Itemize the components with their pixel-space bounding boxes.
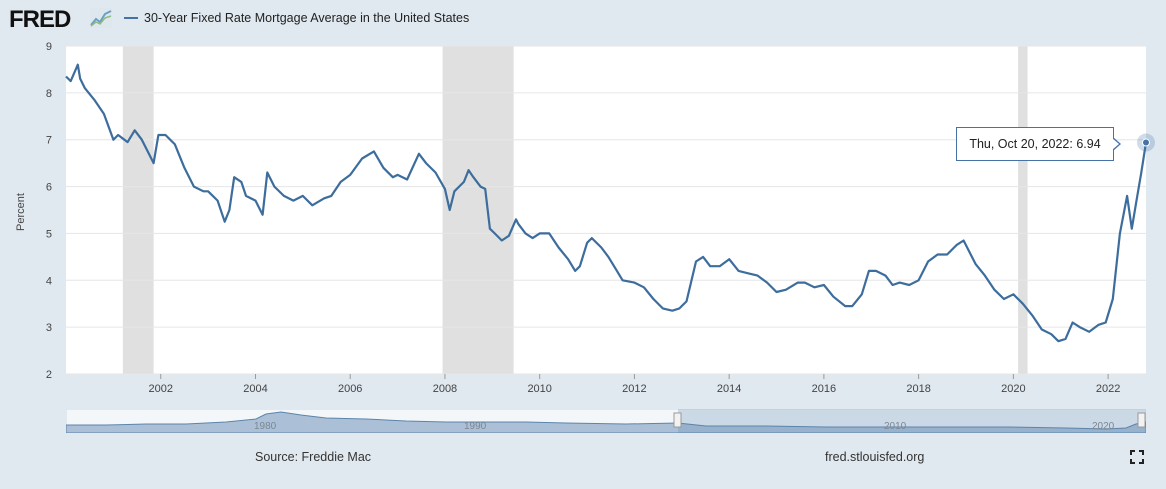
tooltip-arrow-inner [1112, 138, 1119, 150]
y-tick-label-5: 5 [46, 228, 52, 240]
y-tick-label-6: 6 [46, 182, 52, 194]
fred-chart-icon [90, 8, 112, 28]
y-axis-ticks: 2 3 4 5 6 7 8 9 [46, 41, 52, 381]
plot-background [66, 46, 1146, 374]
navigator-label-1990: 1990 [464, 421, 487, 432]
chart-header: FRED 30-Year Fixed Rate Mortgage Average… [0, 0, 1166, 40]
fred-logo[interactable]: FRED [9, 6, 71, 33]
navigator-label-2020: 2020 [1092, 421, 1115, 432]
source-text: Source: Freddie Mac [255, 450, 372, 464]
x-tick-label-2010: 2010 [527, 383, 551, 395]
y-tick-label-9: 9 [46, 41, 52, 53]
legend[interactable]: 30-Year Fixed Rate Mortgage Average in t… [124, 9, 469, 27]
navigator-label-2010: 2010 [884, 421, 907, 432]
recession-band-1 [442, 46, 514, 374]
data-tooltip: Thu, Oct 20, 2022: 6.94 [956, 127, 1114, 161]
navigator-handle-left[interactable] [673, 412, 682, 428]
recession-bands [122, 46, 1028, 374]
x-tick-label-2014: 2014 [717, 383, 741, 395]
fullscreen-icon[interactable] [1130, 450, 1144, 464]
y-tick-label-7: 7 [46, 135, 52, 147]
x-tick-label-2002: 2002 [148, 383, 172, 395]
y-tick-label-2: 2 [46, 369, 52, 381]
fred-url-link[interactable]: fred.stlouisfed.org [825, 450, 925, 464]
x-tick-label-2006: 2006 [338, 383, 362, 395]
navigator-handle-right[interactable] [1137, 412, 1146, 428]
y-tick-label-8: 8 [46, 88, 52, 100]
y-axis-label: Percent [15, 193, 27, 231]
navigator[interactable]: 1980 1990 2010 2020 [66, 409, 1146, 433]
tooltip-value: 6.94 [1076, 137, 1101, 151]
legend-swatch [124, 17, 138, 19]
legend-label: 30-Year Fixed Rate Mortgage Average in t… [144, 11, 470, 25]
navigator-label-1980: 1980 [254, 421, 277, 432]
y-tick-label-3: 3 [46, 322, 52, 334]
y-tick-label-4: 4 [46, 275, 52, 287]
hover-marker [1142, 138, 1150, 147]
navigator-series [66, 411, 1146, 433]
x-tick-label-2016: 2016 [812, 383, 836, 395]
recession-band-2 [1018, 46, 1028, 374]
x-tick-label-2022: 2022 [1096, 383, 1120, 395]
x-tick-label-2004: 2004 [243, 383, 267, 395]
recession-band-0 [122, 46, 154, 374]
x-tick-label-2018: 2018 [906, 383, 930, 395]
tooltip-date: Thu, Oct 20, 2022: [969, 137, 1073, 151]
x-tick-label-2012: 2012 [622, 383, 646, 395]
x-tick-label-2008: 2008 [433, 383, 457, 395]
grid-lines [66, 45, 1146, 375]
x-tick-label-2020: 2020 [1001, 383, 1025, 395]
series-line [65, 63, 1148, 343]
x-axis-ticks: 2002 2004 2006 2008 2010 2012 2014 2016 2018 2020… [148, 374, 1120, 395]
